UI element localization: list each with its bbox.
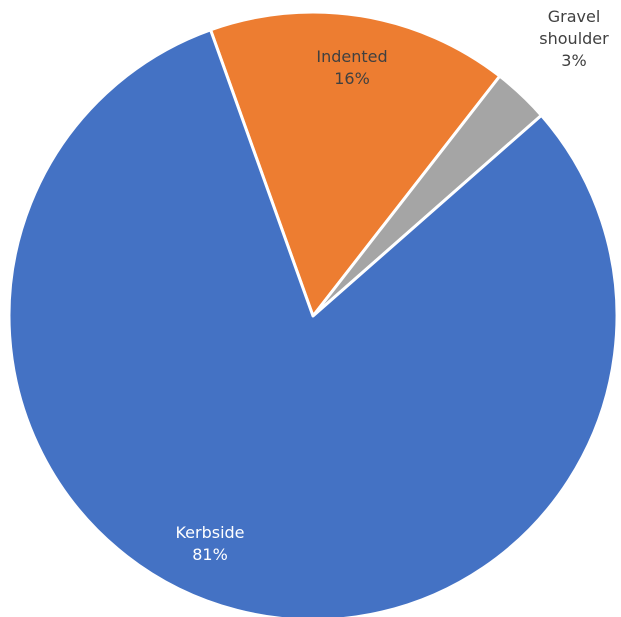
pie-label-gravel-shoulder: Gravel shoulder 3% [539, 7, 609, 70]
pie-slices [7, 10, 619, 617]
pie-slice-kerbside [7, 28, 619, 617]
pie-label-kerbside: Kerbside 81% [175, 523, 244, 564]
pie-label-indented: Indented 16% [316, 47, 387, 88]
pie-slice-indented [209, 10, 502, 318]
pie-labels: Indented 16% Gravel shoulder 3% Kerbside 81% [175, 7, 609, 564]
